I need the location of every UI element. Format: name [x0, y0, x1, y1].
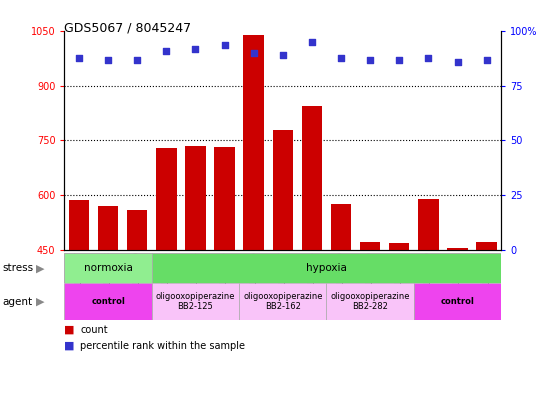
Text: ■: ■: [64, 325, 75, 335]
Bar: [418, 198, 438, 393]
Bar: [447, 248, 468, 393]
Point: [366, 57, 375, 63]
Bar: [302, 106, 322, 393]
Text: oligooxopiperazine
BB2-162: oligooxopiperazine BB2-162: [243, 292, 323, 311]
Text: oligooxopiperazine
BB2-282: oligooxopiperazine BB2-282: [330, 292, 410, 311]
Point: [133, 57, 142, 63]
Text: ▶: ▶: [36, 263, 45, 273]
Bar: [273, 130, 293, 393]
Text: hypoxia: hypoxia: [306, 263, 347, 273]
Bar: [156, 148, 176, 393]
Text: agent: agent: [3, 297, 33, 307]
Text: GDS5067 / 8045247: GDS5067 / 8045247: [64, 22, 192, 35]
Point: [74, 55, 83, 61]
Bar: [477, 242, 497, 393]
Bar: [414, 283, 501, 320]
Text: control: control: [441, 297, 474, 306]
Text: count: count: [80, 325, 108, 335]
Point: [395, 57, 404, 63]
Text: ▶: ▶: [36, 297, 45, 307]
Point: [482, 57, 491, 63]
Bar: [214, 147, 235, 393]
Text: ■: ■: [64, 341, 75, 351]
Point: [337, 55, 346, 61]
Point: [424, 55, 433, 61]
Point: [220, 41, 229, 48]
Bar: [64, 253, 152, 283]
Text: normoxia: normoxia: [83, 263, 133, 273]
Bar: [326, 283, 414, 320]
Bar: [360, 242, 380, 393]
Text: stress: stress: [3, 263, 34, 273]
Bar: [64, 283, 152, 320]
Bar: [69, 200, 89, 393]
Point: [249, 50, 258, 56]
Point: [307, 39, 316, 46]
Bar: [127, 209, 147, 393]
Bar: [331, 204, 351, 393]
Bar: [152, 283, 239, 320]
Text: control: control: [91, 297, 125, 306]
Point: [191, 46, 200, 52]
Bar: [152, 253, 501, 283]
Bar: [185, 146, 206, 393]
Bar: [244, 35, 264, 393]
Bar: [389, 243, 409, 393]
Point: [453, 59, 462, 65]
Point: [104, 57, 113, 63]
Text: oligooxopiperazine
BB2-125: oligooxopiperazine BB2-125: [156, 292, 235, 311]
Point: [162, 48, 171, 54]
Bar: [239, 283, 326, 320]
Point: [278, 52, 287, 59]
Text: percentile rank within the sample: percentile rank within the sample: [80, 341, 245, 351]
Bar: [98, 206, 118, 393]
